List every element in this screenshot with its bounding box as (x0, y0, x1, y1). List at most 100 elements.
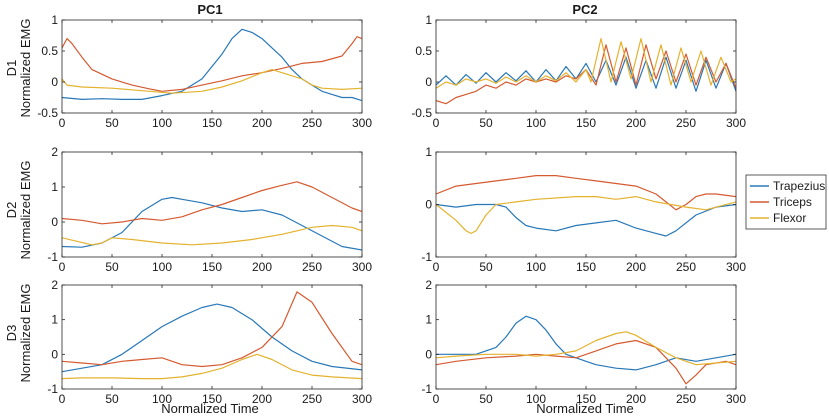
series-line-trapezius (62, 303, 362, 373)
x-tick-label: 100 (526, 116, 546, 130)
x-tick-label: 0 (59, 116, 66, 130)
x-tick-label: 250 (676, 392, 696, 406)
x-tick-label: 50 (479, 260, 493, 274)
x-tick-label: 300 (726, 260, 746, 274)
panel-d1-pc2: 0 50 100 150 200 250 300-0.500.51 (411, 13, 746, 130)
ylabel-d3: Normalized EMG (18, 284, 33, 383)
x-tick-label: 200 (626, 392, 646, 406)
x-tick-label: 300 (726, 116, 746, 130)
series-line-flexor (436, 37, 736, 89)
series-group (436, 37, 736, 105)
series-line-trapezius (436, 315, 736, 371)
x-tick-label: 50 (105, 392, 119, 406)
legend: Trapezius Triceps Flexor (745, 174, 827, 230)
y-tick-label: 0 (51, 347, 58, 361)
series-group (62, 28, 362, 102)
y-tick-label: 0 (51, 75, 58, 89)
y-tick-label: 0.5 (41, 44, 58, 58)
x-tick-label: 200 (252, 116, 272, 130)
x-tick-label: 250 (302, 116, 322, 130)
y-tick-label: 0 (425, 198, 432, 212)
x-tick-label: 150 (202, 260, 222, 274)
series-line-trapezius (62, 196, 362, 251)
series-group (62, 181, 362, 251)
y-tick-label: 0.5 (415, 44, 432, 58)
xlabel-pc1: Normalized Time (161, 401, 259, 416)
x-tick-label: 100 (526, 260, 546, 274)
legend-label-triceps: Triceps (773, 195, 812, 209)
x-tick-label: 100 (152, 260, 172, 274)
x-tick-label: 300 (352, 260, 372, 274)
y-tick-label: -1 (47, 250, 58, 264)
row-label-d3: D3 (4, 325, 19, 342)
y-tick-label: -1 (421, 382, 432, 396)
x-tick-label: 50 (105, 260, 119, 274)
y-tick-label: -1 (47, 382, 58, 396)
ylabel-d1: Normalized EMG (18, 19, 33, 118)
y-tick-label: 0 (425, 75, 432, 89)
row-label-d2: D2 (4, 202, 19, 219)
x-tick-label: 200 (252, 260, 272, 274)
x-tick-label: 0 (59, 260, 66, 274)
x-tick-label: 300 (352, 392, 372, 406)
x-tick-label: 250 (676, 116, 696, 130)
x-tick-label: 250 (676, 260, 696, 274)
x-tick-label: 150 (202, 392, 222, 406)
panel-d2-pc2: 0 50 100 150 200 250 300-101 (421, 145, 746, 274)
x-tick-label: 300 (726, 392, 746, 406)
series-line-flexor (436, 331, 736, 366)
x-tick-label: 100 (152, 116, 172, 130)
axes-frame (61, 151, 363, 258)
legend-label-flexor: Flexor (773, 211, 806, 225)
x-tick-label: 100 (526, 392, 546, 406)
series-line-flexor (62, 68, 362, 94)
axes-frame (435, 19, 737, 114)
series-line-flexor (62, 353, 362, 380)
series-group (436, 175, 736, 237)
ylabel-d2: Normalized EMG (18, 161, 33, 260)
x-tick-label: 250 (302, 392, 322, 406)
x-tick-label: 150 (576, 260, 596, 274)
series-line-triceps (436, 175, 736, 211)
series-line-triceps (62, 36, 362, 92)
y-tick-label: 1 (425, 13, 432, 27)
x-tick-label: 200 (626, 116, 646, 130)
y-tick-label: 1 (51, 313, 58, 327)
x-tick-label: 50 (479, 392, 493, 406)
x-tick-label: 150 (202, 116, 222, 130)
series-group (436, 315, 736, 385)
x-tick-label: 150 (576, 116, 596, 130)
y-tick-label: 2 (51, 145, 58, 159)
x-tick-label: 150 (576, 392, 596, 406)
x-tick-label: 0 (59, 392, 66, 406)
x-tick-label: 250 (302, 260, 322, 274)
y-tick-label: 1 (51, 180, 58, 194)
x-tick-label: 50 (105, 116, 119, 130)
column-title-pc1: PC1 (197, 2, 222, 17)
legend-label-trapezius: Trapezius (773, 179, 825, 193)
x-tick-label: 50 (479, 116, 493, 130)
y-tick-label: 2 (425, 278, 432, 292)
x-tick-label: 0 (433, 116, 440, 130)
series-line-triceps (436, 339, 736, 385)
y-tick-label: -1 (421, 250, 432, 264)
xlabel-pc2: Normalized Time (536, 401, 634, 416)
column-title-pc2: PC2 (572, 2, 597, 17)
y-tick-label: 1 (425, 313, 432, 327)
series-line-trapezius (436, 56, 736, 92)
series-group (62, 291, 362, 380)
x-tick-label: 100 (152, 392, 172, 406)
series-line-trapezius (62, 28, 362, 102)
axes-frame (435, 284, 737, 390)
y-tick-label: -0.5 (411, 106, 432, 120)
series-line-triceps (62, 181, 362, 225)
x-tick-label: 0 (433, 260, 440, 274)
y-tick-label: 1 (51, 13, 58, 27)
row-label-d1: D1 (4, 60, 19, 77)
y-tick-label: 0 (425, 347, 432, 361)
panels: 0 50 100 150 200 250 300-0.500.510 50 100 150 200 2… (37, 13, 746, 406)
series-line-flexor (436, 196, 736, 234)
series-line-trapezius (436, 203, 736, 237)
